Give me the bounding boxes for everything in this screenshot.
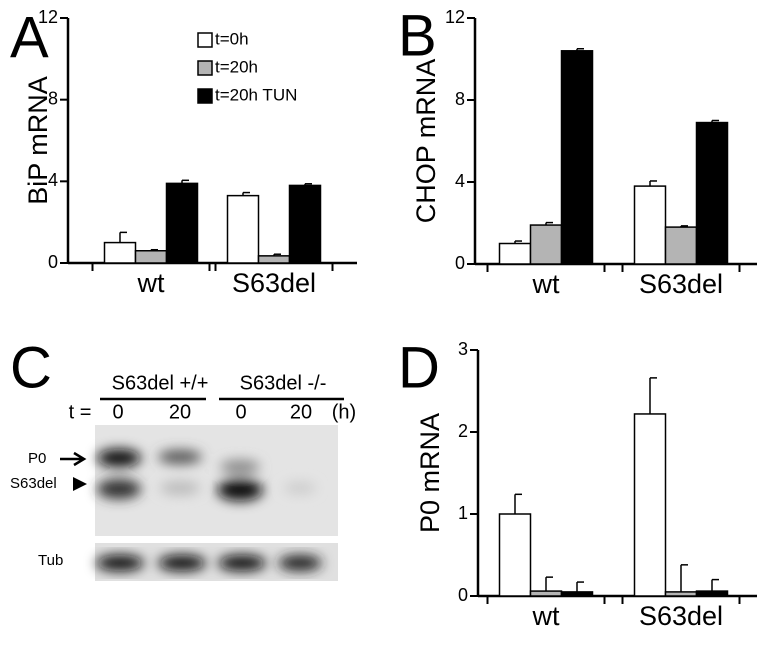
y-tick-label: 0 [458,585,468,605]
y-tick-label: 12 [445,7,465,27]
x-tick-label: S63del [639,601,723,631]
bar [134,250,168,264]
bar [664,226,698,265]
group-label: S63del +/+ [112,372,209,394]
bar [633,413,667,597]
time: 20 [290,401,312,423]
y-tick-label: 3 [458,339,468,359]
bar [498,242,532,265]
y-tick-label: 1 [458,503,468,523]
bar [633,185,667,265]
legend-label: t=20h TUN [215,85,297,104]
y-tick-label: 8 [455,89,465,109]
bands [97,449,316,501]
bar [664,591,698,597]
time: 20 [169,401,191,423]
legend-label: t=0h [215,29,249,48]
band-arrow [60,451,87,467]
x-tick-label: S63del [639,269,723,299]
y-axis-label: BiP mRNA [23,76,53,205]
group-label: S63del -/- [240,372,327,394]
band-label: S63del [10,475,57,492]
bar [288,184,322,264]
y-tick-label: 4 [455,171,465,191]
x-tick-label: S63del [232,268,316,298]
legend-swatch [197,60,213,76]
panel-letter: B [398,3,437,68]
legend-label: t=20h [215,57,258,76]
bar [529,224,563,265]
y-tick-label: 0 [455,253,465,273]
bar [560,591,594,597]
loading-label: Tub [38,552,63,569]
y-tick-label: 2 [458,421,468,441]
y-tick-label: 12 [38,7,58,27]
bar [165,182,199,264]
panel-letter: A [10,5,49,70]
bar [529,590,563,597]
x-tick-label: wt [532,601,560,631]
x-tick-label: wt [137,268,165,298]
legend-swatch [197,32,213,48]
time-label: t = [69,401,92,423]
band-arrowhead [73,477,87,491]
bar [257,255,291,264]
bar [560,50,594,265]
y-tick-label: 4 [48,170,58,190]
y-axis-label: P0 mRNA [415,413,445,533]
x-tick-label: wt [532,269,560,299]
bar [498,513,532,597]
bar [695,590,729,597]
y-tick-label: 0 [48,252,58,272]
panel-letter: D [398,335,440,400]
loading-bands [96,555,322,571]
bar [226,194,260,264]
blot-panel: C S63del +/+ S63del -/- t = 0 20 0 20 (h… [10,335,356,581]
legend-swatch [197,88,213,104]
bar [103,241,137,264]
bar [695,121,729,265]
panel-letter: C [10,335,52,400]
time: 0 [235,401,246,423]
y-axis-label: CHOP mRNA [411,59,441,224]
time: 0 [112,401,123,423]
blot-image [95,425,338,536]
time-unit: (h) [332,401,356,423]
band-label: P0 [28,450,46,467]
y-tick-label: 8 [48,88,58,108]
